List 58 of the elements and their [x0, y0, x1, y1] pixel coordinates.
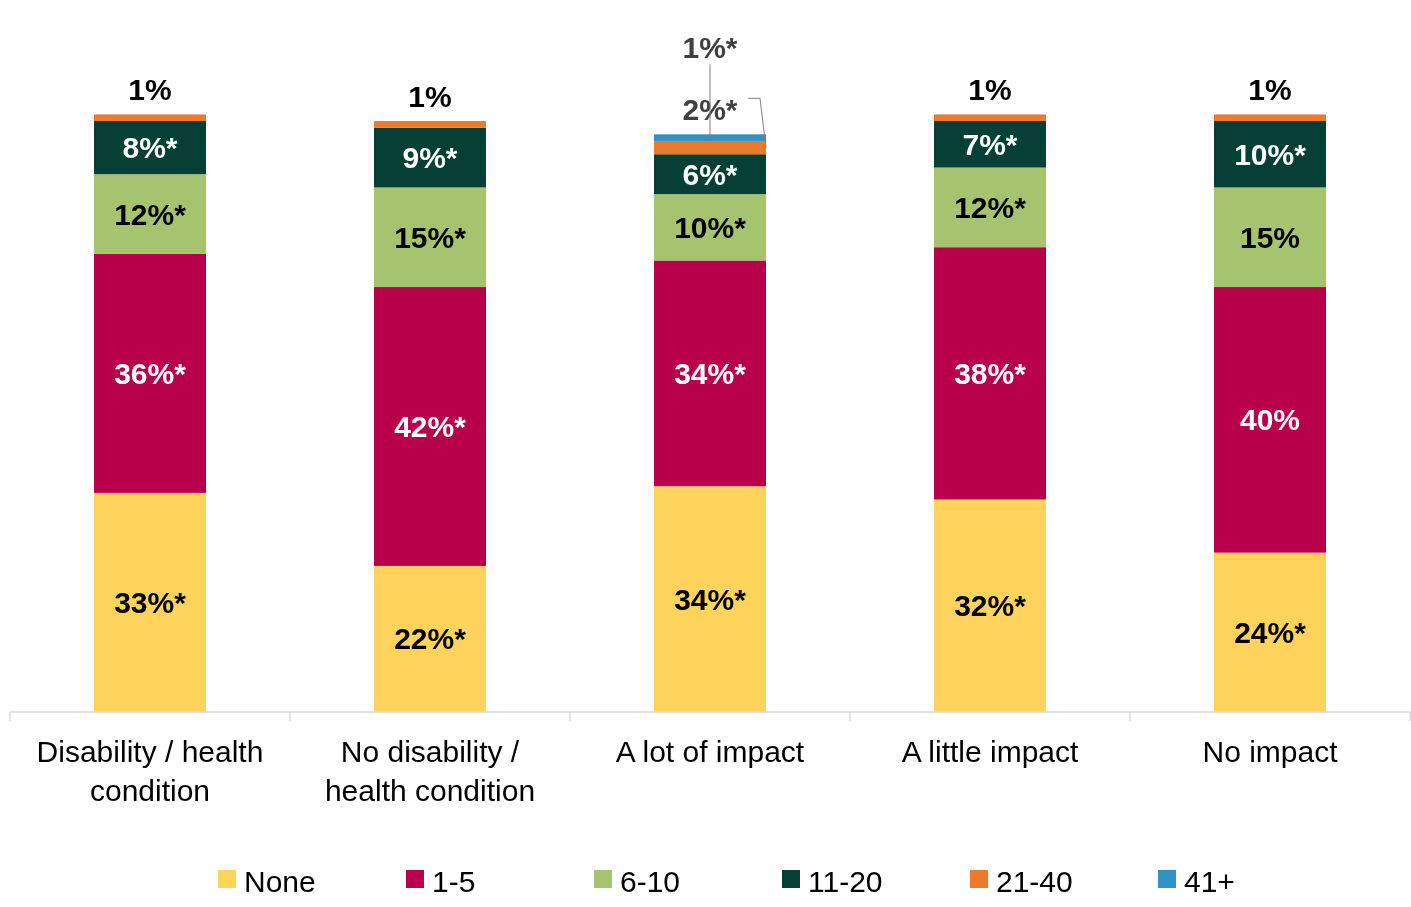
data-label: 34%* — [674, 356, 747, 390]
data-label: 1% — [1248, 73, 1292, 107]
data-label: 6%* — [682, 157, 738, 191]
bar — [94, 114, 206, 122]
bar — [934, 114, 1046, 122]
bar — [934, 499, 1046, 712]
data-label: 15%* — [394, 220, 467, 254]
x-tick-label: Disability / health condition — [36, 735, 264, 807]
data-label: 9%* — [402, 141, 458, 175]
data-label: 12%* — [954, 190, 1027, 224]
data-label: 42%* — [394, 409, 467, 443]
bar — [94, 174, 206, 254]
bar — [374, 187, 486, 288]
data-label: 1%* — [682, 31, 738, 65]
bar — [1214, 114, 1326, 122]
x-tick-label: A lot of impact — [615, 735, 805, 768]
bar — [374, 121, 486, 128]
data-label: 34%* — [674, 582, 747, 616]
data-label: 2%* — [682, 93, 738, 127]
legend-label: 6-10 — [620, 864, 681, 898]
data-label: 40% — [1239, 403, 1301, 437]
bar — [654, 140, 766, 155]
bar — [934, 247, 1046, 500]
bar — [1214, 287, 1326, 553]
data-label: 15% — [1239, 220, 1301, 254]
data-label: 24%* — [1234, 615, 1307, 649]
legend-label: 41+ — [1184, 864, 1235, 898]
data-label: 36%* — [114, 356, 187, 390]
x-tick-label: No disability / health condition — [324, 735, 536, 807]
bar — [654, 134, 766, 141]
legend-label: 11-20 — [808, 864, 883, 898]
data-label: 8%* — [122, 131, 178, 165]
bar — [934, 167, 1046, 248]
data-label: 7%* — [962, 127, 1018, 161]
legend-label: None — [244, 864, 316, 898]
data-label: 10%* — [674, 210, 747, 244]
bar — [94, 492, 206, 712]
data-label: 22%* — [394, 622, 467, 656]
x-tick-label: No impact — [1202, 735, 1339, 768]
data-label: 38%* — [954, 356, 1027, 390]
bar — [1214, 187, 1326, 288]
bar — [654, 486, 766, 712]
legend-label: 1-5 — [432, 864, 476, 898]
legend-label: 21-40 — [996, 864, 1073, 898]
bar — [94, 253, 206, 493]
data-label: 1% — [408, 80, 452, 114]
data-label: 32%* — [954, 589, 1027, 623]
data-label: 12%* — [114, 197, 187, 231]
data-label: 33%* — [114, 585, 187, 619]
bar — [374, 565, 486, 712]
data-label: 1% — [968, 73, 1012, 107]
x-tick-label: A little impact — [901, 735, 1080, 768]
bar — [654, 260, 766, 487]
data-label: 1% — [128, 73, 172, 107]
bar — [1214, 552, 1326, 712]
bar — [934, 121, 1046, 168]
data-label: 10%* — [1234, 137, 1307, 171]
bar — [374, 287, 486, 566]
